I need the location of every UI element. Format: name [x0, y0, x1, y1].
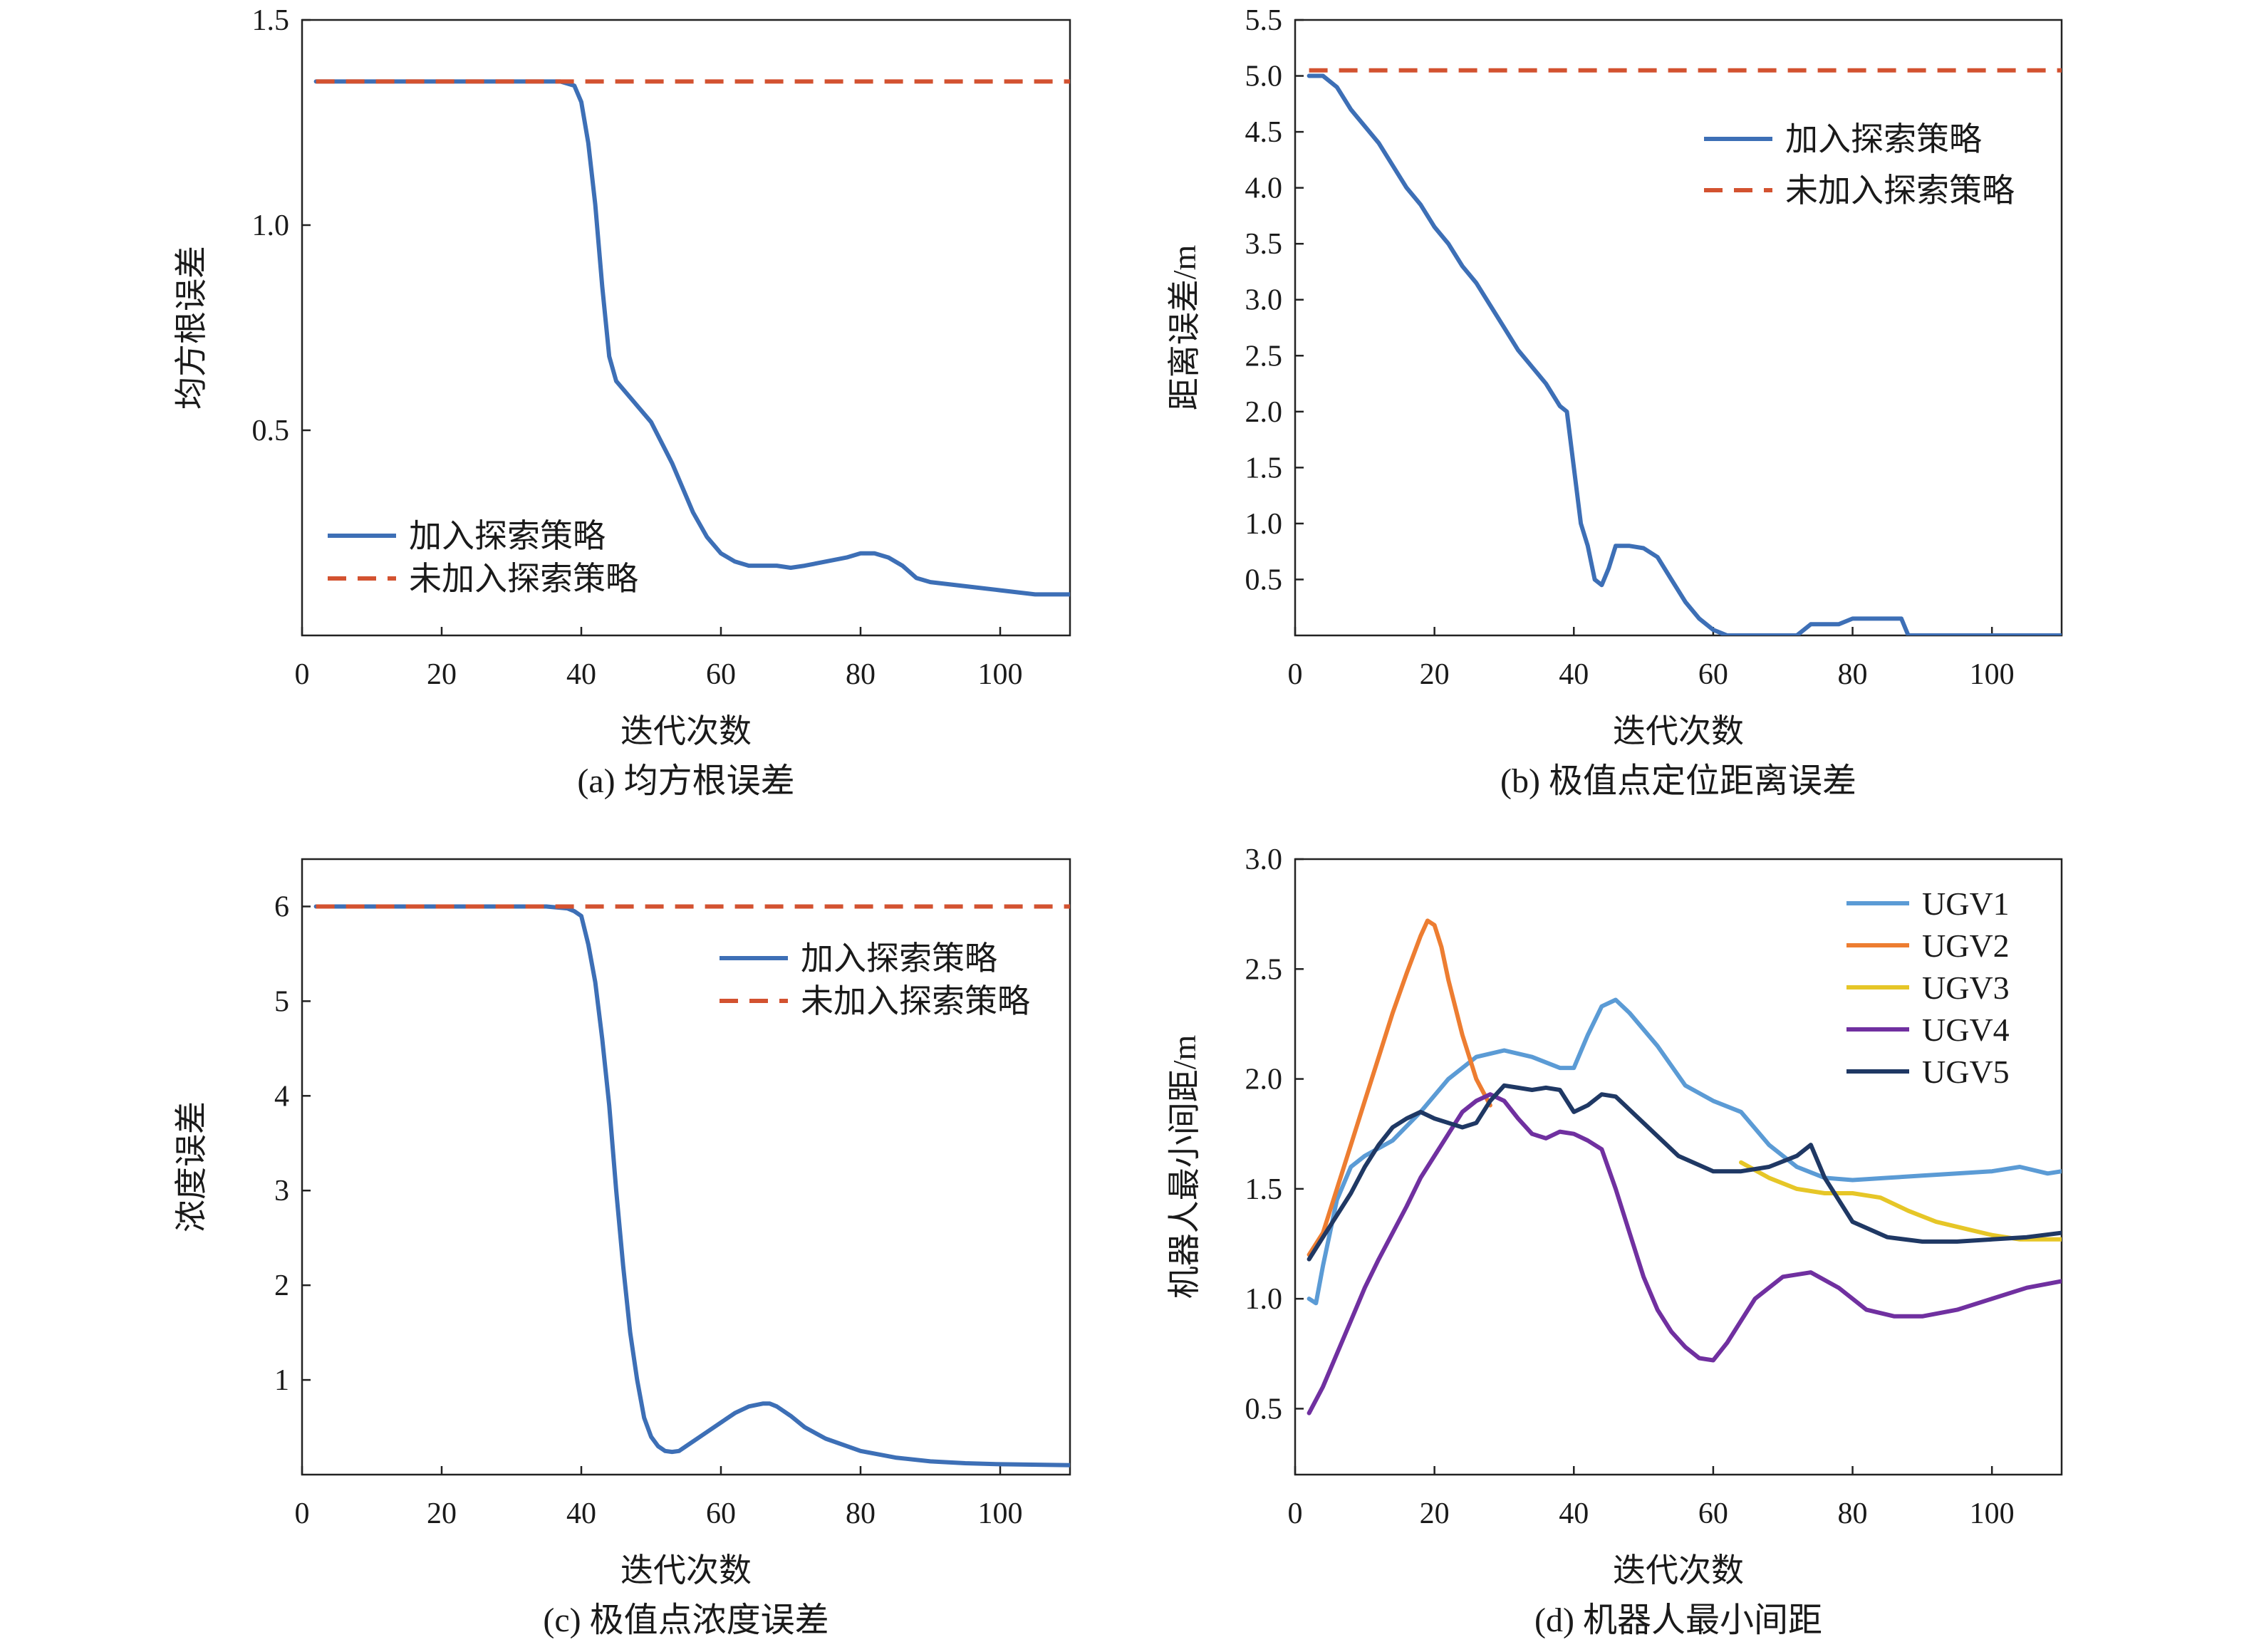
- y-tick-label: 6: [274, 890, 289, 923]
- y-tick-label: 3.0: [1245, 284, 1283, 317]
- y-tick-label: 1.5: [1245, 452, 1283, 484]
- y-tick-label: 1.0: [1245, 508, 1283, 541]
- x-tick-label: 60: [1698, 658, 1728, 691]
- y-tick-label: 2.0: [1245, 396, 1283, 429]
- x-tick-label: 0: [1288, 658, 1303, 691]
- legend-label: UGV2: [1922, 928, 2010, 964]
- y-axis-title: 机器人最小间距/m: [1166, 1035, 1202, 1299]
- panel-caption: (a) 均方根误差: [577, 762, 794, 800]
- y-tick-label: 5.5: [1245, 4, 1283, 37]
- y-axis-title: 均方根误差: [173, 246, 209, 410]
- x-tick-label: 80: [1838, 1497, 1868, 1530]
- chart-panel-c: 0 20 40 60 80 100 1 2 3 4 5 6 迭代次数 浓度误差 (c) 极值点浓度误差 加入探…: [173, 858, 1071, 1639]
- y-tick-label: 4.5: [1245, 116, 1283, 149]
- x-axis-title: 迭代次数: [1613, 1552, 1744, 1589]
- x-tick-label: 60: [1698, 1497, 1728, 1530]
- chart-panel-a: 0 20 40 60 80 100 0.5 1.0 1.5 迭代次数 均方根误差 (a) 均方根误差 加…: [173, 4, 1071, 800]
- y-tick-label: 1: [274, 1364, 289, 1397]
- y-tick-label: 4.0: [1245, 172, 1283, 205]
- x-axis-title: 迭代次数: [620, 713, 752, 749]
- x-tick-label: 80: [846, 1497, 876, 1530]
- y-tick-label: 1.5: [1245, 1173, 1283, 1206]
- x-tick-label: 40: [566, 658, 596, 691]
- series-line-UGV5: [1307, 1083, 2062, 1262]
- legend-label: UGV4: [1922, 1012, 2010, 1048]
- x-tick-label: 40: [566, 1497, 596, 1530]
- series-line-UGV1: [1307, 997, 2062, 1306]
- series-line-UGV2: [1307, 918, 1492, 1257]
- y-tick-label: 3: [274, 1175, 289, 1207]
- x-tick-label: 60: [706, 1497, 736, 1530]
- y-tick-label: 0.5: [1245, 563, 1283, 596]
- y-tick-label: 2.5: [1245, 953, 1283, 986]
- x-tick-label: 60: [706, 658, 736, 691]
- y-tick-label: 2: [274, 1269, 289, 1302]
- plot-frame: [301, 858, 1071, 1476]
- y-tick-label: 1.5: [252, 4, 290, 37]
- x-tick-label: 40: [1559, 658, 1589, 691]
- x-tick-label: 100: [1970, 1497, 2015, 1530]
- y-tick-label: 0.5: [1245, 1393, 1283, 1425]
- x-tick-label: 20: [427, 1497, 457, 1530]
- x-tick-label: 100: [978, 658, 1023, 691]
- x-tick-label: 0: [295, 1497, 310, 1530]
- panel-caption: (c) 极值点浓度误差: [543, 1601, 828, 1639]
- y-tick-label: 1.0: [1245, 1283, 1283, 1316]
- x-tick-label: 20: [1420, 1497, 1450, 1530]
- y-tick-label: 2.5: [1245, 340, 1283, 373]
- x-tick-label: 0: [1288, 1497, 1303, 1530]
- y-tick-label: 5.0: [1245, 61, 1283, 93]
- legend-label: UGV5: [1922, 1054, 2010, 1090]
- legend-label: UGV3: [1922, 970, 2010, 1006]
- series-line-UGV4: [1307, 1092, 2062, 1415]
- x-tick-label: 40: [1559, 1497, 1589, 1530]
- y-axis-title: 浓度误差: [173, 1101, 209, 1232]
- plot-frame: [301, 19, 1071, 637]
- y-tick-label: 1.0: [252, 209, 290, 242]
- legend-label: 未加入探索策略: [409, 561, 638, 597]
- y-tick-label: 3.5: [1245, 228, 1283, 261]
- y-tick-label: 3.0: [1245, 843, 1283, 876]
- plot-frame: [1294, 858, 2063, 1476]
- series-line-加入探索策略: [1307, 73, 2062, 635]
- x-tick-label: 20: [1420, 658, 1450, 691]
- x-tick-label: 80: [1838, 658, 1868, 691]
- plot-frame: [1294, 19, 2063, 637]
- x-tick-label: 100: [1970, 658, 2015, 691]
- legend-label: 加入探索策略: [801, 940, 997, 977]
- series-line-UGV3: [1739, 1160, 2062, 1242]
- panel-caption: (d) 机器人最小间距: [1534, 1601, 1822, 1639]
- panel-caption: (b) 极值点定位距离误差: [1500, 762, 1856, 800]
- x-tick-label: 20: [427, 658, 457, 691]
- series-line-加入探索策略: [313, 79, 1070, 597]
- x-tick-label: 100: [978, 1497, 1023, 1530]
- x-axis-title: 迭代次数: [1613, 713, 1744, 749]
- legend-label: UGV1: [1922, 885, 2010, 922]
- x-tick-label: 0: [295, 658, 310, 691]
- y-tick-label: 4: [274, 1080, 289, 1113]
- legend-label: 未加入探索策略: [1785, 172, 2015, 209]
- legend-label: 未加入探索策略: [801, 983, 1030, 1019]
- y-tick-label: 0.5: [252, 415, 290, 447]
- y-tick-label: 2.0: [1245, 1064, 1283, 1096]
- y-tick-label: 5: [274, 985, 289, 1018]
- chart-panel-b: 0 20 40 60 80 100 0.5 1.0 1.5 2.0 2.5 3.0 3.5 4.0 4.5 5…: [1166, 4, 2063, 800]
- y-axis-title: 距离误差/m: [1166, 245, 1202, 411]
- legend-label: 加入探索策略: [409, 518, 606, 554]
- x-axis-title: 迭代次数: [620, 1552, 752, 1589]
- series-line-加入探索策略: [313, 904, 1070, 1467]
- legend-label: 加入探索策略: [1785, 121, 1982, 157]
- x-tick-label: 80: [846, 658, 876, 691]
- chart-panel-d: 0 20 40 60 80 100 0.5 1.0 1.5 2.0 2.5 3.0 迭代次数 机器人最小间…: [1166, 843, 2063, 1639]
